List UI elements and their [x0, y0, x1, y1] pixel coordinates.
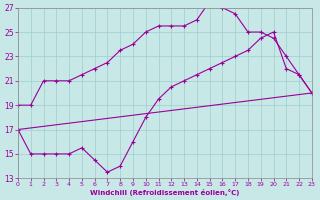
X-axis label: Windchill (Refroidissement éolien,°C): Windchill (Refroidissement éolien,°C) — [90, 189, 240, 196]
